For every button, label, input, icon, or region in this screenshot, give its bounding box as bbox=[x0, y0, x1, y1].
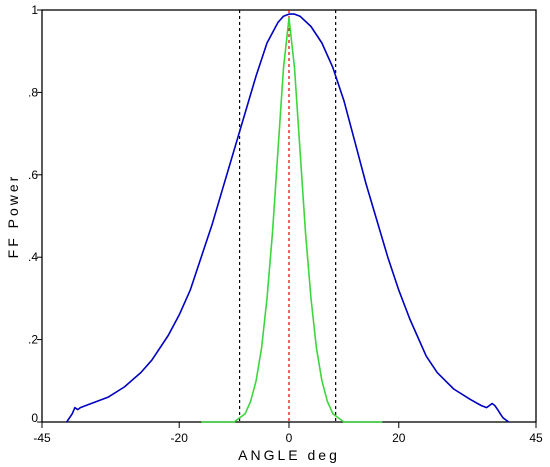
y-tick-label: .6 bbox=[28, 168, 38, 182]
y-tick-label: 0 bbox=[31, 411, 38, 425]
x-axis-ticks: -45 -20 0 20 45 bbox=[33, 422, 543, 445]
y-tick-label: 1 bbox=[31, 3, 38, 17]
x-tick-label: 0 bbox=[286, 431, 293, 445]
y-axis-ticks: 0 .2 .4 .6 .8 1 bbox=[28, 3, 42, 425]
series-layer bbox=[66, 13, 510, 423]
x-tick-label: -45 bbox=[33, 431, 51, 445]
y-tick-label: .8 bbox=[28, 85, 38, 99]
reference-lines bbox=[239, 10, 337, 422]
x-tick-label: 45 bbox=[529, 431, 543, 445]
series-line-0 bbox=[66, 13, 510, 423]
x-tick-label: 20 bbox=[392, 431, 406, 445]
y-axis-title: FF Power bbox=[5, 174, 21, 259]
y-tick-label: .4 bbox=[28, 250, 38, 264]
y-tick-label: .2 bbox=[28, 333, 38, 347]
x-tick-label: -20 bbox=[171, 431, 189, 445]
x-axis-title: ANGLE deg bbox=[238, 447, 340, 463]
series-line-1 bbox=[201, 17, 383, 423]
